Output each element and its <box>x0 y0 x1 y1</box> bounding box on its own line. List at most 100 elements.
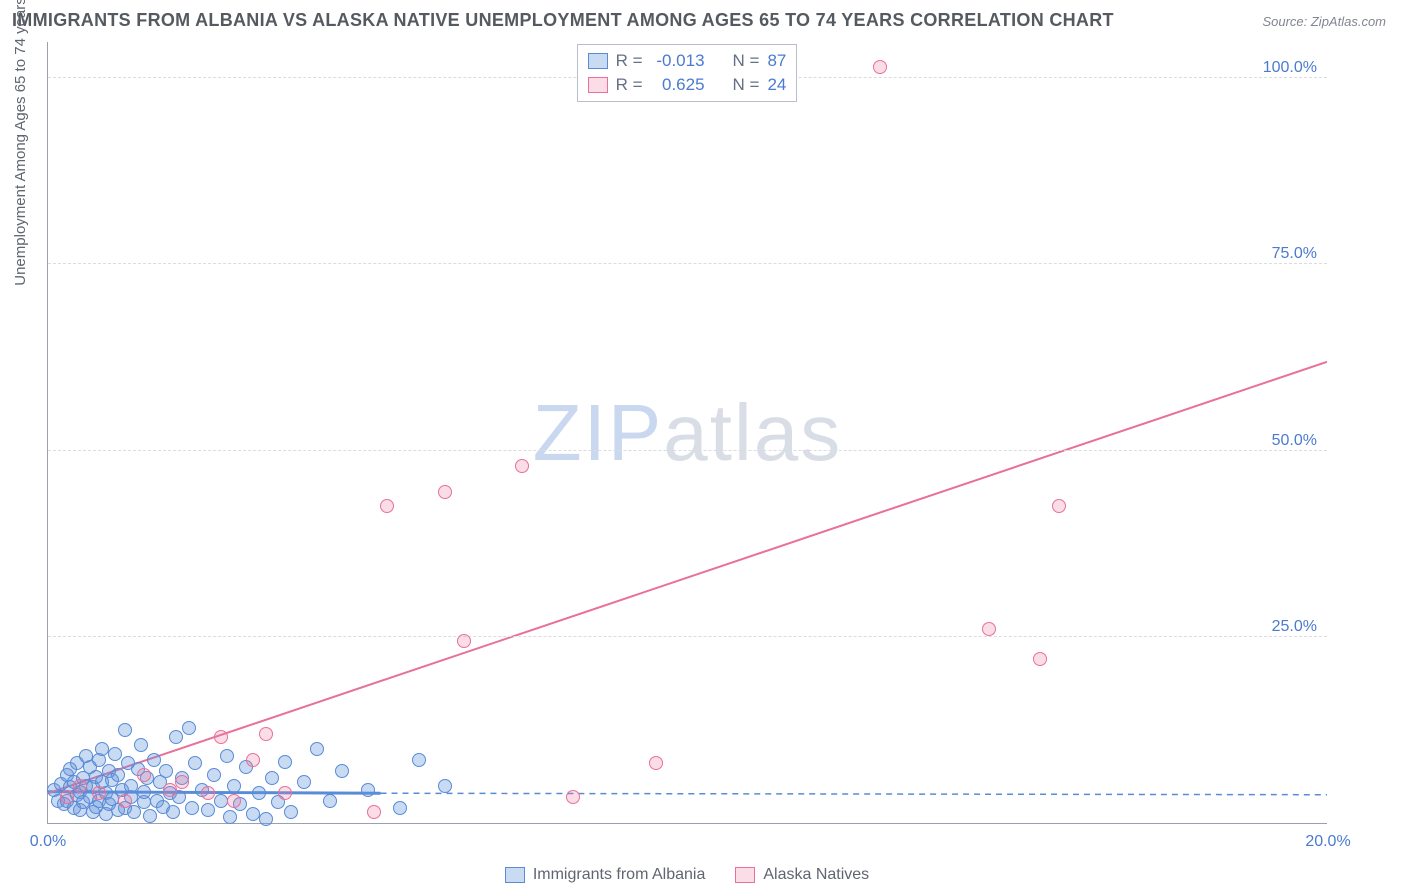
data-point <box>137 795 151 809</box>
x-tick-label: 20.0% <box>1305 833 1350 851</box>
data-point <box>367 805 381 819</box>
data-point <box>115 783 129 797</box>
data-point <box>220 749 234 763</box>
data-point <box>438 485 452 499</box>
data-point <box>73 779 87 793</box>
data-point <box>51 794 65 808</box>
data-point <box>159 764 173 778</box>
data-point <box>118 801 132 815</box>
data-point <box>147 753 161 767</box>
data-point <box>265 771 279 785</box>
data-point <box>271 795 285 809</box>
data-point <box>188 756 202 770</box>
data-point <box>214 730 228 744</box>
data-point <box>201 786 215 800</box>
data-point <box>121 756 135 770</box>
data-point <box>47 783 61 797</box>
data-point <box>649 756 663 770</box>
data-point <box>982 622 996 636</box>
data-point <box>246 753 260 767</box>
data-point <box>102 764 116 778</box>
data-point <box>76 771 90 785</box>
data-point <box>195 783 209 797</box>
data-point <box>252 786 266 800</box>
data-point <box>175 771 189 785</box>
data-point <box>278 755 292 769</box>
data-point <box>438 779 452 793</box>
data-point <box>185 801 199 815</box>
series-legend-item: Immigrants from Albania <box>505 866 706 884</box>
data-point <box>223 810 237 824</box>
data-point <box>92 794 106 808</box>
data-point <box>95 742 109 756</box>
data-point <box>63 780 77 794</box>
data-point <box>105 773 119 787</box>
x-tick-label: 0.0% <box>30 833 66 851</box>
gridline <box>48 77 1327 78</box>
data-point <box>95 775 109 789</box>
data-point <box>79 779 93 793</box>
data-point <box>137 768 151 782</box>
data-point <box>278 786 292 800</box>
data-point <box>76 795 90 809</box>
data-point <box>60 790 74 804</box>
data-point <box>207 768 221 782</box>
data-point <box>54 777 68 791</box>
series-legend: Immigrants from Albania Alaska Natives <box>47 866 1327 884</box>
data-point <box>60 794 74 808</box>
data-point <box>63 762 77 776</box>
gridline <box>48 263 1327 264</box>
data-point <box>137 785 151 799</box>
data-point <box>169 730 183 744</box>
data-point <box>60 768 74 782</box>
data-point <box>111 768 125 782</box>
data-point <box>323 794 337 808</box>
data-point <box>166 805 180 819</box>
data-point <box>131 762 145 776</box>
data-point <box>70 788 84 802</box>
data-point <box>86 780 100 794</box>
data-point <box>111 803 125 817</box>
data-point <box>515 459 529 473</box>
data-point <box>127 805 141 819</box>
data-point <box>361 783 375 797</box>
series-legend-label: Alaska Natives <box>763 866 869 884</box>
data-point <box>380 499 394 513</box>
data-point <box>124 779 138 793</box>
data-point <box>150 794 164 808</box>
data-point <box>227 779 241 793</box>
data-point <box>108 747 122 761</box>
y-tick-label: 50.0% <box>1272 432 1317 450</box>
data-point <box>79 749 93 763</box>
data-point <box>566 790 580 804</box>
trend-lines <box>48 42 1327 823</box>
data-point <box>99 807 113 821</box>
data-point <box>118 794 132 808</box>
y-axis-title: Unemployment Among Ages 65 to 74 years <box>12 0 29 286</box>
data-point <box>124 790 138 804</box>
data-point <box>284 805 298 819</box>
data-point <box>83 790 97 804</box>
y-tick-label: 100.0% <box>1263 59 1317 77</box>
data-point <box>102 797 116 811</box>
data-point <box>73 785 87 799</box>
data-point <box>172 790 186 804</box>
data-point <box>67 775 81 789</box>
series-legend-item: Alaska Natives <box>735 866 869 884</box>
data-point <box>70 756 84 770</box>
data-point <box>92 786 106 800</box>
data-point <box>105 792 119 806</box>
data-point <box>335 764 349 778</box>
data-point <box>134 738 148 752</box>
data-point <box>86 805 100 819</box>
data-point <box>239 760 253 774</box>
data-point <box>83 760 97 774</box>
data-point <box>163 786 177 800</box>
data-point <box>412 753 426 767</box>
chart-title: IMMIGRANTS FROM ALBANIA VS ALASKA NATIVE… <box>12 10 1114 31</box>
data-point <box>57 797 71 811</box>
y-tick-label: 25.0% <box>1272 618 1317 636</box>
series-legend-label: Immigrants from Albania <box>533 866 706 884</box>
data-point <box>143 809 157 823</box>
data-point <box>310 742 324 756</box>
